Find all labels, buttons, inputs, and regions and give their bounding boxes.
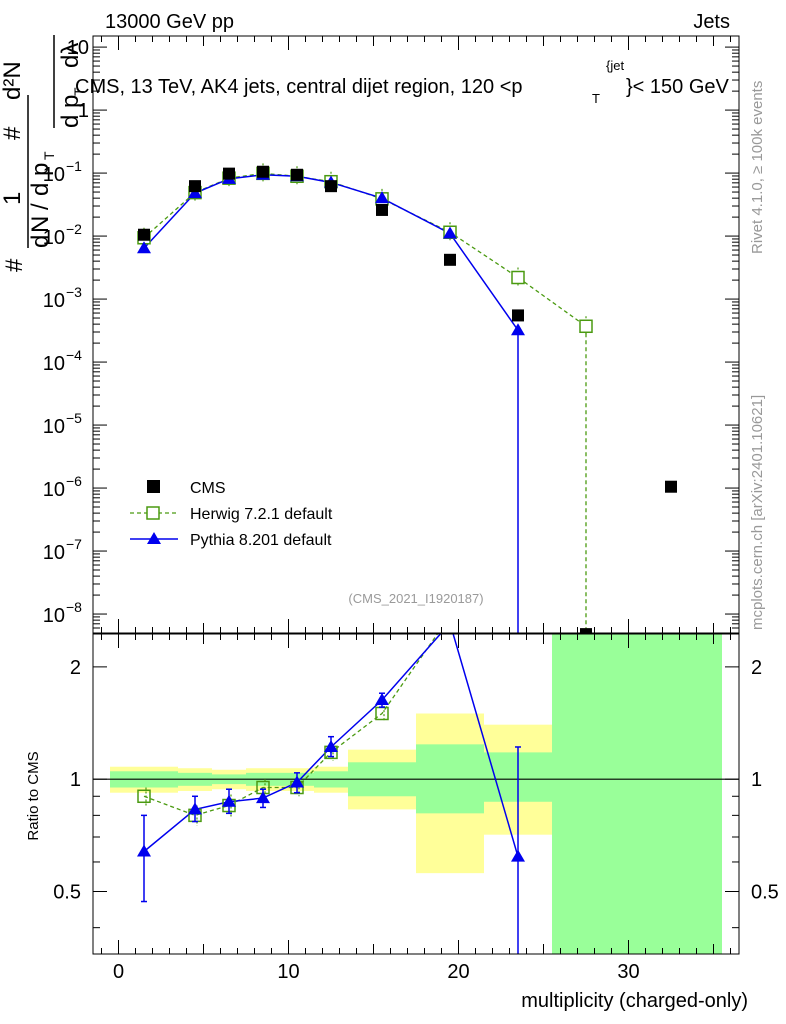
chart-title-tail: }< 150 GeV [626,76,730,98]
ratio-y-tick-label: 2 [70,657,81,679]
y-tick-exponent: −7 [66,536,82,552]
y-tick-exponent: −3 [66,284,82,300]
top-plot-frame [92,35,740,634]
cms-marker [189,180,201,193]
chart-title-subscript: T [592,91,600,106]
ratio-plot-frame [92,633,740,955]
pythia-ratio-marker [324,739,338,752]
pythia-marker [137,241,151,254]
top-y-axis-label: 1 # d N / d p T # d²N d p T dλ [0,35,87,272]
pythia-ratio-marker [188,802,202,815]
cms-marker [223,167,235,180]
svg-text:T: T [71,87,87,96]
y-tick-label: 10 [43,416,65,438]
y-tick-exponent: −2 [66,221,82,237]
category-label: Jets [693,11,730,33]
legend-cms-label: CMS [190,480,226,497]
chart-title-superscript: {jet [606,58,624,73]
y-tick-exponent: −4 [66,347,82,363]
legend-pythia-marker [147,532,161,544]
y-tick-label: 10 [67,37,89,59]
herwig-ratio-marker [444,610,456,622]
svg-text:#: # [1,258,28,272]
y-tick-label: 10 [43,164,65,186]
legend-cms-marker [147,480,160,493]
ratio-y-tick-label-right: 0.5 [751,882,779,904]
herwig-marker [579,319,593,334]
x-axis-label: multiplicity (charged-only) [521,990,748,1012]
energy-label: 13000 GeV pp [105,11,234,33]
y-tick-label: 10 [43,353,65,375]
analysis-watermark: (CMS_2021_I1920187) [348,591,483,606]
pythia-marker [188,186,202,199]
x-tick-label: 20 [447,961,469,983]
y-tick-label: 10 [43,479,65,501]
svg-text:T: T [41,151,57,160]
svg-text:/: / [27,203,54,210]
pythia-ratio-marker [222,794,236,807]
pythia-marker [443,226,457,239]
y-tick-exponent: −1 [66,158,82,174]
cms-marker [444,253,456,266]
svg-text:d p: d p [57,95,84,128]
ratio-y-tick-label-right: 1 [751,769,762,791]
mcplots-label: mcplots.cern.ch [arXiv:2401.10621] [749,395,766,630]
pythia-marker [375,191,389,204]
y-tick-label: 10 [43,542,65,564]
legend: CMS Herwig 7.2.1 default Pythia 8.201 de… [130,480,333,549]
y-tick-label: 1 [78,100,89,122]
pythia-ratio-marker [256,791,270,804]
ratio-axis-ticks: 0 10 20 30 0.5 0.5 1 1 2 2 [53,634,779,983]
pythia-line [143,174,519,633]
legend-pythia-label: Pythia 8.201 default [190,532,332,549]
herwig-marker [511,270,525,285]
svg-text:d: d [27,235,54,248]
y-tick-exponent: −8 [66,599,82,615]
cms-marker [512,309,524,322]
x-tick-label: 0 [113,961,124,983]
pythia-marker [511,323,525,336]
ratio-y-tick-label: 1 [70,769,81,791]
cms-marker [376,203,388,216]
herwig-ratio-marker [137,789,151,804]
x-tick-label: 10 [277,961,299,983]
herwig-line [143,172,587,327]
x-tick-label: 30 [617,961,639,983]
cms-marker [580,628,592,633]
ratio-y-tick-label-right: 2 [751,657,762,679]
herwig-ratio-line [143,634,439,817]
ratio-series-layer [93,610,739,954]
svg-text:dλ: dλ [57,43,84,68]
y-tick-exponent: −5 [66,410,82,426]
legend-herwig-marker [146,506,160,520]
svg-text:1: 1 [0,192,26,205]
pythia-ratio-marker [375,693,389,706]
pythia-ratio-marker [290,775,304,788]
legend-herwig-label: Herwig 7.2.1 default [190,506,333,523]
green-band [552,634,722,954]
ratio-y-tick-label: 0.5 [53,882,81,904]
svg-text:d p: d p [27,163,54,196]
pythia-ratio-marker [511,849,525,862]
pythia-ratio-marker [137,844,151,857]
svg-text:N: N [27,216,54,233]
top-series-layer [137,163,677,633]
svg-text:#: # [0,126,26,140]
svg-text:d²N: d²N [0,61,26,100]
rivet-version-label: Rivet 4.1.0, ≥ 100k events [749,81,766,254]
cms-marker [257,165,269,178]
cms-marker [665,480,677,493]
y-tick-exponent: −6 [66,473,82,489]
chart-title: CMS, 13 TeV, AK4 jets, central dijet reg… [75,76,523,98]
y-tick-label: 10 [43,290,65,312]
ratio-y-axis-label: Ratio to CMS [25,751,42,840]
cms-marker [138,228,150,241]
cms-marker [291,168,303,181]
ratio-uncertainty-bands [110,634,722,954]
y-tick-label: 10 [43,227,65,249]
cms-marker [325,180,337,193]
y-tick-label: 10 [43,605,65,627]
